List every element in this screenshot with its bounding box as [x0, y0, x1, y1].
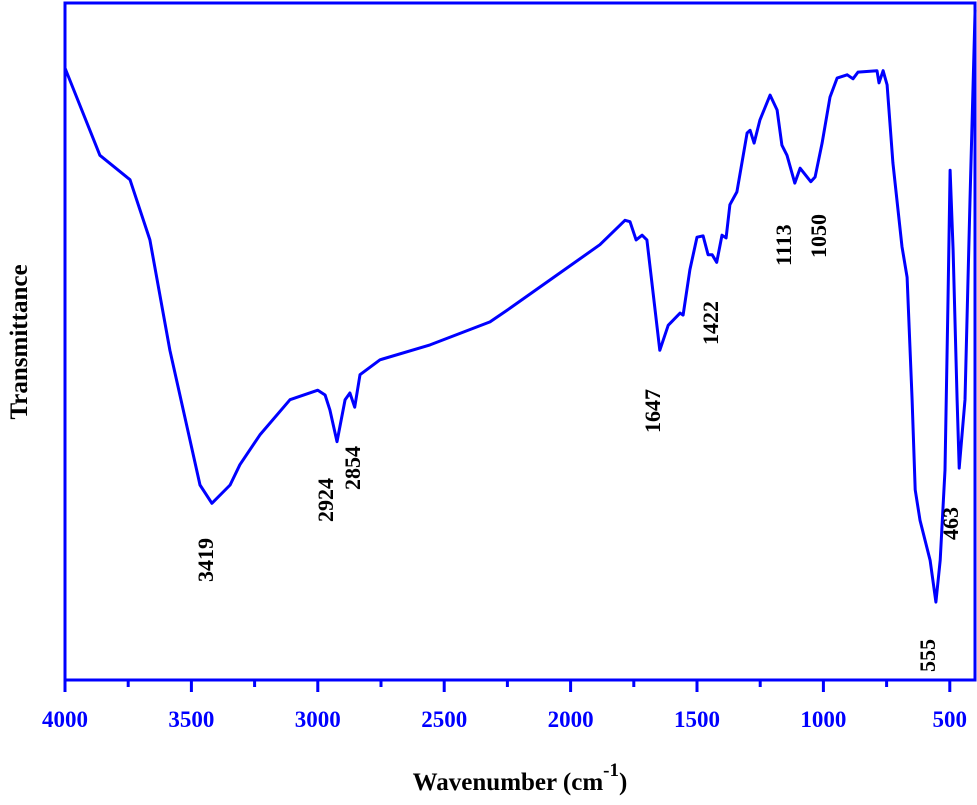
peak-label: 2854: [340, 446, 365, 490]
x-tick-label: 1000: [800, 707, 846, 732]
x-tick-label: 2500: [421, 707, 467, 732]
spectrum-line: [63, 9, 977, 604]
peak-label: 1113: [771, 224, 796, 266]
x-axis-title-close: ): [619, 769, 627, 796]
peak-label: 463: [938, 507, 963, 540]
peak-label: 3419: [193, 538, 218, 582]
x-axis-ticks: 4000 3500 3000 2500 2000 1500 1000 500: [42, 680, 967, 732]
x-axis-title: Wavenumber (cm-1): [413, 760, 628, 796]
x-tick-label: 3500: [168, 707, 214, 732]
x-axis-title-sup: -1: [603, 760, 619, 781]
peak-label: 1422: [698, 301, 723, 345]
y-axis-title: Transmittance: [6, 264, 33, 419]
plot-frame: [63, 1, 977, 682]
peak-label: 555: [915, 639, 940, 672]
peak-label: 2924: [313, 478, 338, 522]
x-tick-label: 3000: [295, 707, 341, 732]
peak-label: 1050: [806, 214, 831, 258]
peak-label: 1647: [640, 389, 665, 433]
x-tick-label: 500: [933, 707, 968, 732]
x-tick-label: 1500: [674, 707, 720, 732]
x-axis-title-main: Wavenumber (cm: [413, 769, 604, 796]
x-tick-label: 2000: [548, 707, 594, 732]
x-tick-label: 4000: [42, 707, 88, 732]
